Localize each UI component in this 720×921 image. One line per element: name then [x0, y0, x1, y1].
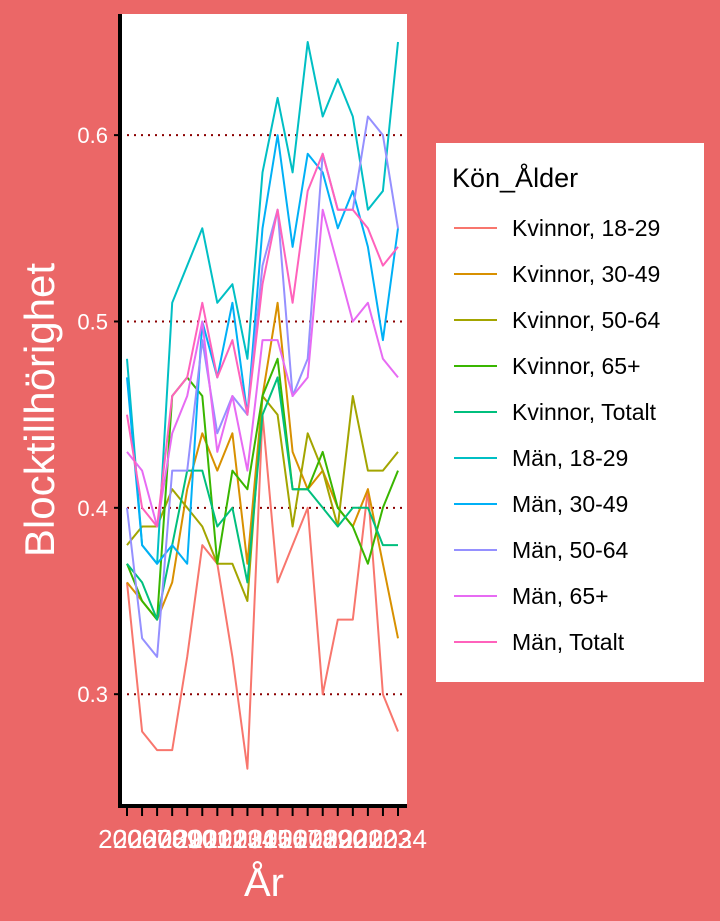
- x-tick-label: 2012: [188, 824, 246, 854]
- x-tick-label: 2008: [128, 824, 186, 854]
- legend-title: Kön_Ålder: [452, 162, 578, 193]
- legend-label: Kvinnor, 65+: [512, 353, 641, 379]
- x-tick-label: 2018: [279, 824, 337, 854]
- x-axis-title: År: [244, 860, 284, 905]
- x-tick-label: 2010: [158, 824, 216, 854]
- y-tick-label: 0.5: [77, 309, 108, 334]
- legend-label: Män, 18-29: [512, 445, 628, 471]
- series-line: [126, 152, 399, 528]
- x-axis-ticks: 2006200720082009201020112012201320142015…: [98, 806, 427, 854]
- x-tick-label: 2020: [309, 824, 367, 854]
- x-tick-label: 2009: [143, 824, 201, 854]
- series-line: [126, 134, 399, 565]
- x-tick-label: 2015: [234, 824, 292, 854]
- x-tick-label: 2014: [219, 824, 277, 854]
- y-axis-title: Blocktillhörighet: [16, 263, 63, 557]
- series-lines: [126, 41, 399, 770]
- legend-label: Kvinnor, 50-64: [512, 307, 661, 333]
- series-line: [126, 41, 399, 565]
- legend-label: Män, Totalt: [512, 629, 625, 655]
- x-tick-label: 2019: [294, 824, 352, 854]
- y-tick-label: 0.4: [77, 496, 108, 521]
- x-tick-label: 2006: [98, 824, 156, 854]
- legend-label: Män, 50-64: [512, 537, 629, 563]
- y-axis-ticks: 0.3 0.4 0.5 0.6: [77, 123, 120, 707]
- y-tick-label: 0.6: [77, 123, 108, 148]
- legend-items: Kvinnor, 18-29 Kvinnor, 30-49 Kvinnor, 50-…: [454, 215, 661, 655]
- x-tick-label: 2007: [113, 824, 171, 854]
- x-tick-label: 2023: [354, 824, 412, 854]
- x-tick-label: 2011: [174, 824, 230, 854]
- legend-label: Kvinnor, 18-29: [512, 215, 660, 241]
- legend-label: Män, 30-49: [512, 491, 628, 517]
- legend-label: Kvinnor, Totalt: [512, 399, 657, 425]
- x-tick-label: 2016: [249, 824, 307, 854]
- legend-label: Kvinnor, 30-49: [512, 261, 660, 287]
- y-tick-label: 0.3: [77, 682, 108, 707]
- x-tick-label: 2021: [324, 824, 382, 854]
- x-tick-label: 2024: [369, 824, 427, 854]
- x-tick-label: 2022: [339, 824, 397, 854]
- x-tick-label: 2017: [264, 824, 322, 854]
- legend-label: Män, 65+: [512, 583, 609, 609]
- x-tick-label: 2013: [203, 824, 261, 854]
- series-line: [126, 208, 399, 528]
